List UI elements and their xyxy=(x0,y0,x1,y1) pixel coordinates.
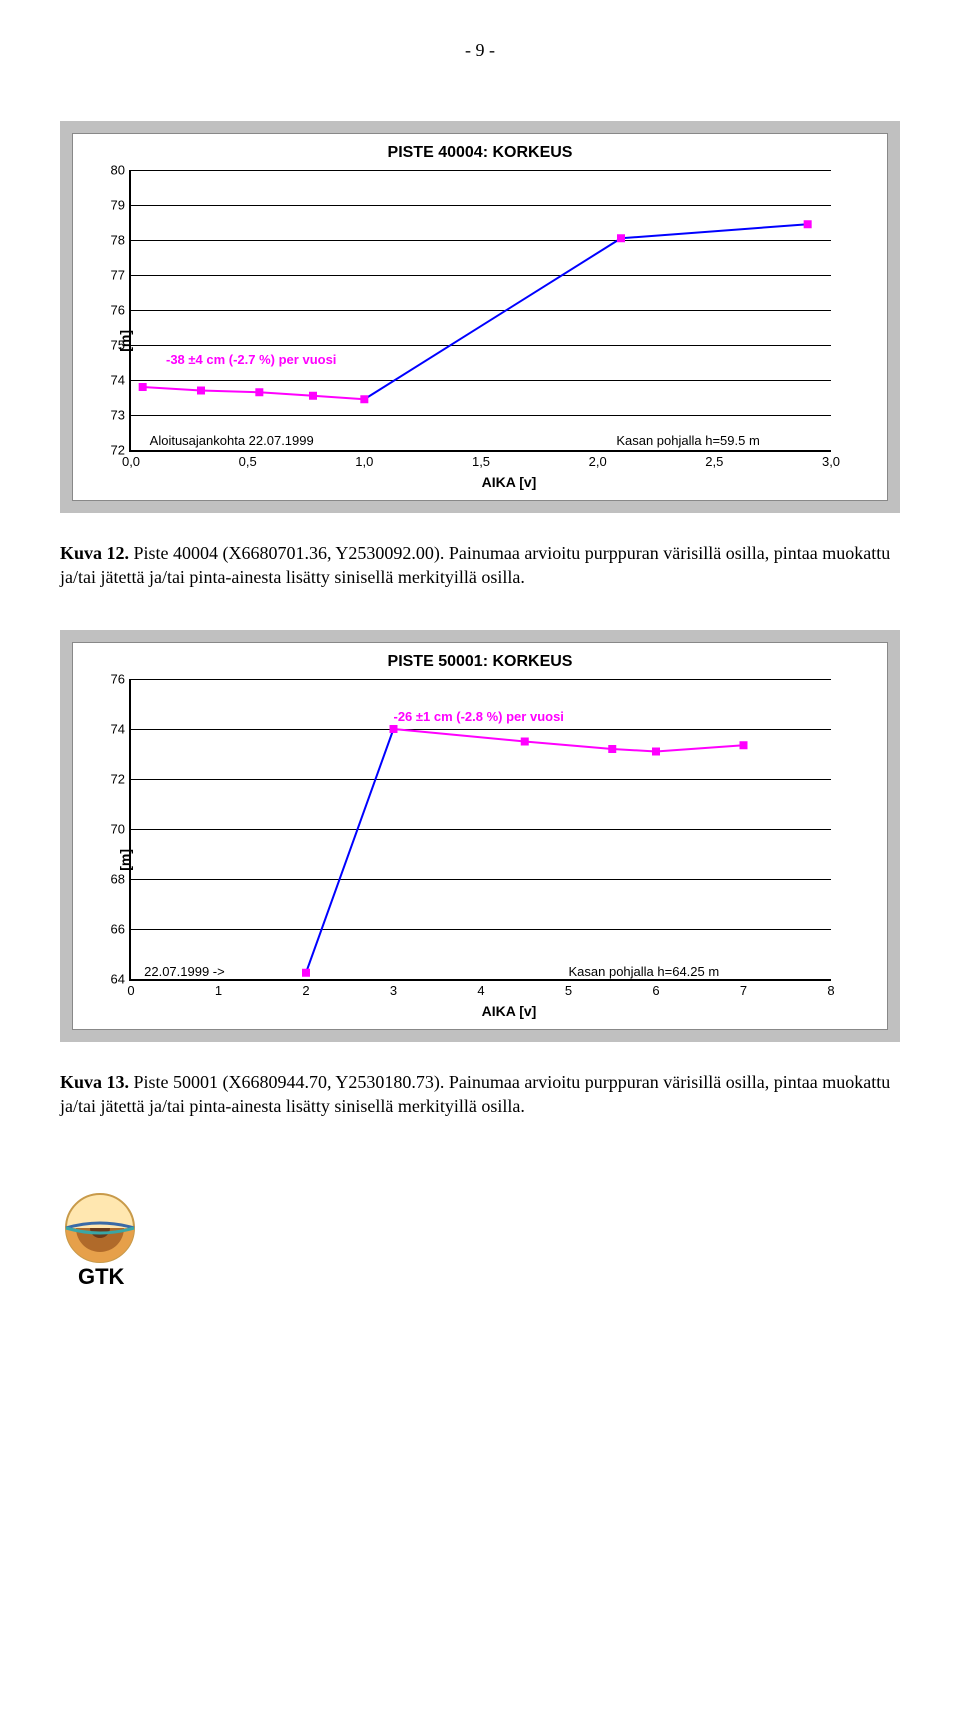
xtick-label: 6 xyxy=(652,983,659,998)
chart-annotation: 22.07.1999 -> xyxy=(144,964,225,979)
xtick-label: 3,0 xyxy=(822,454,840,469)
figure-caption-2: Kuva 13. Piste 50001 (X6680944.70, Y2530… xyxy=(60,1070,900,1119)
chart-2-title: PISTE 50001: KORKEUS xyxy=(83,653,877,671)
chart-2: PISTE 50001: KORKEUS [m] 646668707274760… xyxy=(60,630,900,1042)
xtick-label: 2 xyxy=(302,983,309,998)
xtick-label: 5 xyxy=(565,983,572,998)
ytick-label: 74 xyxy=(95,373,125,388)
caption-2-text: Piste 50001 (X6680944.70, Y2530180.73). … xyxy=(60,1072,890,1116)
ytick-label: 72 xyxy=(95,443,125,458)
page-number: - 9 - xyxy=(60,40,900,61)
chart-annotation: Kasan pohjalla h=64.25 m xyxy=(569,964,720,979)
chart-1-title: PISTE 40004: KORKEUS xyxy=(83,144,877,162)
ytick-label: 73 xyxy=(95,408,125,423)
xtick-label: 0,5 xyxy=(239,454,257,469)
chart-annotation: -38 ±4 cm (-2.7 %) per vuosi xyxy=(166,352,336,367)
ytick-label: 70 xyxy=(95,821,125,836)
chart-annotation: Kasan pohjalla h=59.5 m xyxy=(616,433,759,448)
xtick-label: 4 xyxy=(477,983,484,998)
xtick-label: 1,0 xyxy=(355,454,373,469)
xtick-label: 0 xyxy=(127,983,134,998)
ytick-label: 80 xyxy=(95,163,125,178)
xtick-label: 2,0 xyxy=(589,454,607,469)
ytick-label: 66 xyxy=(95,921,125,936)
xtick-label: 1 xyxy=(215,983,222,998)
ytick-label: 72 xyxy=(95,771,125,786)
chart-2-xlabel: AIKA [v] xyxy=(129,1003,889,1019)
ytick-label: 64 xyxy=(95,971,125,986)
xtick-label: 3 xyxy=(390,983,397,998)
xtick-label: 2,5 xyxy=(705,454,723,469)
chart-2-frame: PISTE 50001: KORKEUS [m] 646668707274760… xyxy=(72,642,888,1030)
ytick-label: 76 xyxy=(95,303,125,318)
gtk-logo: GTK xyxy=(60,1188,900,1288)
chart-annotation: Aloitusajankohta 22.07.1999 xyxy=(150,433,314,448)
ytick-label: 75 xyxy=(95,338,125,353)
xtick-label: 7 xyxy=(740,983,747,998)
chart-annotation: -26 ±1 cm (-2.8 %) per vuosi xyxy=(394,709,564,724)
caption-2-bold: Kuva 13. xyxy=(60,1072,129,1092)
chart-1-xlabel: AIKA [v] xyxy=(129,474,889,490)
chart-1-plot: 7273747576777879800,00,51,01,52,02,53,0-… xyxy=(129,170,831,452)
ytick-label: 78 xyxy=(95,233,125,248)
ytick-label: 79 xyxy=(95,198,125,213)
xtick-label: 8 xyxy=(827,983,834,998)
ytick-label: 68 xyxy=(95,871,125,886)
caption-1-bold: Kuva 12. xyxy=(60,543,129,563)
xtick-label: 1,5 xyxy=(472,454,490,469)
chart-1-frame: PISTE 40004: KORKEUS [m] 727374757677787… xyxy=(72,133,888,501)
ytick-label: 76 xyxy=(95,671,125,686)
ytick-label: 74 xyxy=(95,721,125,736)
svg-text:GTK: GTK xyxy=(78,1264,125,1288)
caption-1-text: Piste 40004 (X6680701.36, Y2530092.00). … xyxy=(60,543,890,587)
xtick-label: 0,0 xyxy=(122,454,140,469)
chart-2-plot: 64666870727476012345678-26 ±1 cm (-2.8 %… xyxy=(129,679,831,981)
chart-1: PISTE 40004: KORKEUS [m] 727374757677787… xyxy=(60,121,900,513)
figure-caption-1: Kuva 12. Piste 40004 (X6680701.36, Y2530… xyxy=(60,541,900,590)
ytick-label: 77 xyxy=(95,268,125,283)
